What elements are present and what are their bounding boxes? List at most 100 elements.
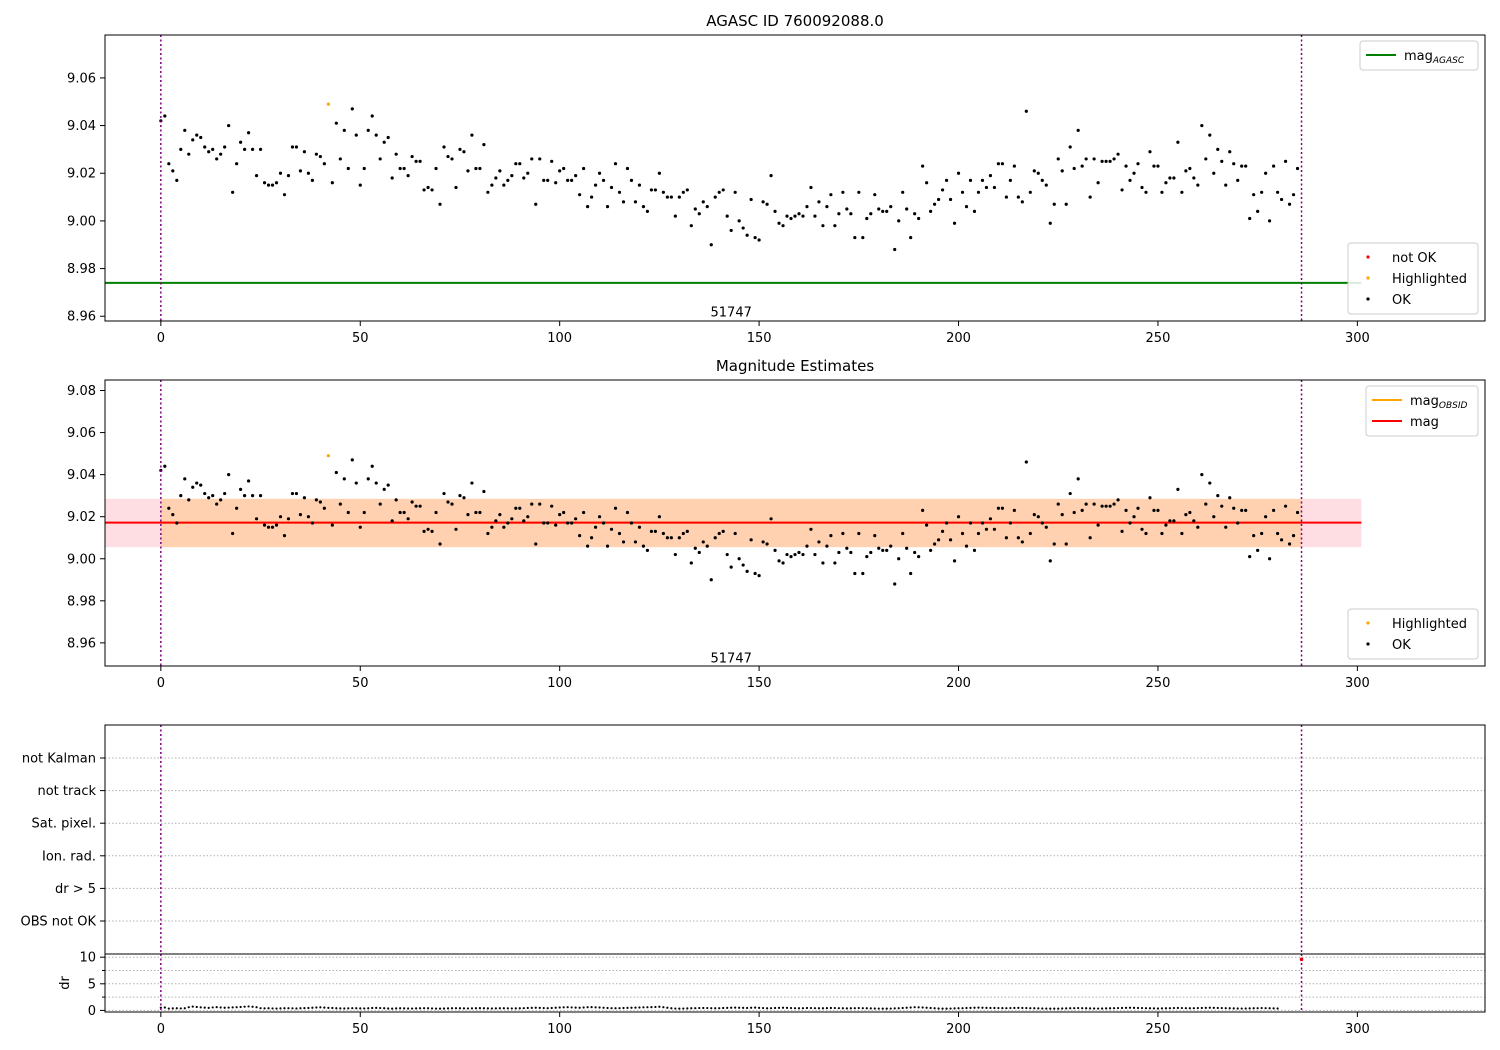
data-point-ok [163,464,167,468]
data-point-ok [1116,498,1120,502]
data-point-ok [1192,519,1196,523]
data-point-ok [446,154,450,159]
data-point-ok [562,510,566,515]
legend-label: OK [1392,638,1411,653]
data-point-ok [769,517,773,521]
data-point-ok [298,512,303,517]
data-point-ok [793,214,797,218]
data-point-highlighted [326,454,330,458]
data-point-ok [869,212,873,216]
dr-point [478,1007,482,1010]
data-point-ok [1283,159,1288,163]
x-tick-label: 300 [1345,676,1370,691]
dr-point [829,1006,832,1010]
dr-point [295,1007,298,1010]
data-point-ok [1156,164,1160,168]
data-point-ok [725,552,729,557]
data-point-ok [1276,190,1280,194]
data-point-ok [219,498,223,502]
data-point-ok [522,519,526,523]
data-point-ok [534,542,538,546]
data-point-ok [701,200,705,204]
data-point-ok [482,143,486,147]
data-point-ok [593,525,598,529]
data-point-ok [518,162,522,166]
dr-point [291,1007,294,1010]
data-point-ok [434,166,438,171]
dr-point [638,1006,641,1009]
dr-point [343,1007,346,1010]
data-point-ok [685,529,689,534]
y-tick-label: 5 [88,977,96,992]
data-point-ok [1116,152,1120,156]
data-point-ok [665,536,669,540]
data-point-ok [1040,178,1044,182]
dr-point [698,1006,701,1010]
data-point-ok [582,510,586,515]
data-point-ok [1264,515,1268,519]
data-point-ok [454,527,458,531]
dr-point [789,1006,793,1010]
dr-point [897,1007,900,1010]
dr-point [1097,1007,1100,1010]
data-point-ok [605,544,610,548]
data-point-ok [893,582,897,586]
data-point-ok [191,485,195,489]
data-point-ok [669,195,673,199]
data-point-ok [330,181,334,185]
flag-row-label: not Kalman [22,752,96,767]
data-point-ok [570,178,574,182]
dr-point [498,1007,501,1010]
data-point-ok [885,209,889,213]
data-point-ok [215,157,219,161]
data-point-ok [1272,508,1276,512]
data-point-ok [1036,171,1040,175]
data-point-ok [494,176,498,180]
data-point-ok [554,181,558,185]
x-tick-label: 150 [747,676,772,691]
dr-point [203,1006,206,1009]
data-point-ok [925,181,929,185]
data-point-ok [1276,531,1280,536]
x-tick-label: 0 [157,676,165,691]
dr-point [171,1007,174,1010]
data-point-ok [749,538,753,542]
data-point-ok [609,185,614,190]
data-point-ok [617,531,622,536]
data-point-ok [964,205,969,209]
legend-box [1347,242,1479,315]
data-point-ok [179,494,183,498]
data-point-ok [286,174,291,178]
data-point-ok [1287,202,1292,206]
dr-point [805,1006,809,1010]
data-point-ok [1024,460,1028,464]
dr-point [219,1006,222,1009]
data-point-ok [522,176,526,180]
data-point-ok [1008,521,1012,525]
data-point-ok [741,563,745,567]
flag-row-label: Sat. pixel. [32,817,96,832]
dr-point [311,1006,314,1009]
axes-frame [104,34,1486,322]
obsid-annotation: 51747 [711,305,752,320]
data-point-ok [693,207,697,211]
dr-point [231,1006,234,1009]
data-point-ok [199,483,203,487]
dr-point [594,1006,597,1009]
dr-point [1276,1007,1279,1010]
data-point-ok [661,190,665,194]
dr-point [367,1007,370,1010]
dr-point [263,1007,266,1010]
data-point-ok [837,550,841,555]
data-point-ok [1056,502,1060,506]
x-tick-label: 300 [1345,331,1370,346]
data-point-ok [274,523,279,527]
axes-frame [104,379,1486,667]
dr-point [259,1007,262,1010]
dr-point [1001,1007,1004,1010]
dr-point [937,1007,940,1010]
dr-point [666,1006,669,1009]
dr-point [614,1007,617,1010]
data-point-ok [677,195,681,199]
dr-point [973,1006,976,1009]
